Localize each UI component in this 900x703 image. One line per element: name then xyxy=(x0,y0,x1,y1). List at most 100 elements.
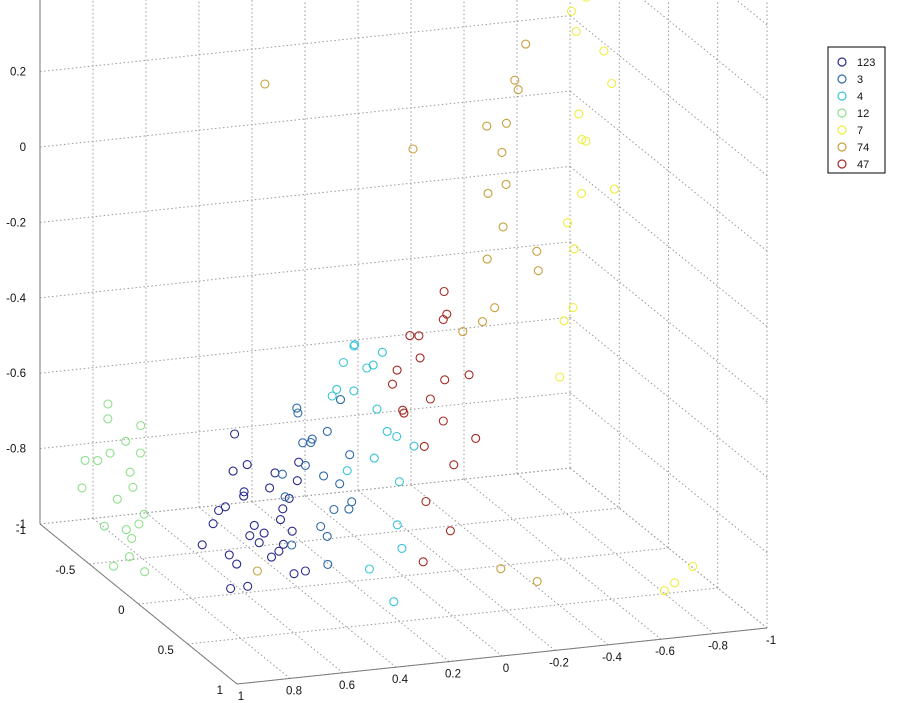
data-point-7 xyxy=(569,244,579,254)
data-point-4 xyxy=(397,543,407,553)
data-point-4 xyxy=(389,597,399,607)
data-point-123 xyxy=(232,559,242,569)
floor-gridline-x xyxy=(516,473,715,634)
data-point-123 xyxy=(274,546,284,556)
legend-marker-12 xyxy=(837,108,847,118)
data-point-12 xyxy=(103,414,113,424)
z-tick-label: 0 xyxy=(20,142,26,154)
data-point-123 xyxy=(259,528,269,538)
legend-marker-47 xyxy=(837,159,847,169)
data-point-123 xyxy=(228,466,238,476)
data-point-12 xyxy=(125,467,135,477)
data-point-7 xyxy=(577,134,587,145)
data-point-123 xyxy=(278,539,288,549)
data-point-4 xyxy=(377,347,387,357)
data-point-47 xyxy=(425,394,435,404)
x-tick-label: 0 xyxy=(503,663,509,675)
data-point-123 xyxy=(224,550,234,560)
data-point-123 xyxy=(239,491,249,501)
data-point-74 xyxy=(252,566,262,576)
data-point-3 xyxy=(319,471,329,481)
data-point-47 xyxy=(440,375,450,385)
data-point-4 xyxy=(369,453,379,463)
data-point-74 xyxy=(510,75,520,85)
legend: 123 3 4 12 7 74 47 xyxy=(827,46,886,174)
floor-gridline-x xyxy=(198,506,397,668)
legend-marker-4 xyxy=(837,91,847,101)
data-point-12 xyxy=(93,456,103,466)
data-point-4 xyxy=(342,466,352,476)
floor-gridline-y xyxy=(187,587,718,645)
data-point-7 xyxy=(562,218,573,228)
data-point-12 xyxy=(99,521,109,531)
data-point-74 xyxy=(532,576,542,586)
data-point-7 xyxy=(607,78,617,89)
back-wall-gridline-z xyxy=(39,392,571,450)
data-point-3 xyxy=(335,395,346,405)
data-point-74 xyxy=(496,564,506,574)
data-point-47 xyxy=(439,286,449,297)
data-point-74 xyxy=(501,179,511,189)
data-point-7 xyxy=(582,0,590,2)
data-point-123 xyxy=(300,566,310,576)
data-point-7 xyxy=(599,46,609,56)
data-point-3 xyxy=(335,479,345,489)
data-point-47 xyxy=(418,557,428,567)
data-point-4 xyxy=(349,386,359,396)
data-point-12 xyxy=(128,482,138,492)
legend-label-3: 3 xyxy=(857,74,863,86)
y-tick-label: -0.5 xyxy=(55,565,75,577)
data-point-123 xyxy=(249,520,259,530)
data-point-47 xyxy=(415,353,425,363)
data-point-123 xyxy=(239,487,249,497)
data-point-3 xyxy=(280,492,290,502)
legend-label-47: 47 xyxy=(857,159,869,171)
floor-gridline-x xyxy=(304,495,503,657)
data-point-74 xyxy=(490,303,500,313)
z-tick-label: -0.8 xyxy=(6,444,26,456)
data-point-123 xyxy=(242,460,252,470)
legend-marker-3 xyxy=(837,74,847,84)
z-tick-label: -0.4 xyxy=(6,293,26,305)
data-point-123 xyxy=(275,515,286,525)
data-point-123 xyxy=(197,540,207,550)
back-wall-gridline-z xyxy=(39,165,571,223)
data-point-12 xyxy=(112,494,122,504)
data-point-123 xyxy=(266,552,277,562)
x-tick-label: 0.4 xyxy=(392,674,409,686)
data-point-12 xyxy=(134,519,144,529)
data-point-47 xyxy=(464,370,474,380)
data-point-123 xyxy=(278,504,288,514)
back-wall-gridline-z xyxy=(39,316,571,374)
data-point-7 xyxy=(576,188,587,198)
x-tick-label: 1 xyxy=(238,691,244,703)
tick-labels: 1 0.8 0.6 0.4 0.2 0 -0.2 -0.4 -0.6 -0.8 -1-1-0.500… xyxy=(6,0,776,703)
x-tick-label: -0.6 xyxy=(655,646,675,658)
data-point-12 xyxy=(140,567,150,577)
data-point-7 xyxy=(688,561,698,572)
data-point-123 xyxy=(265,483,275,493)
data-point-4 xyxy=(392,431,402,442)
legend-marker-74 xyxy=(837,142,847,152)
data-point-7 xyxy=(571,26,581,37)
data-point-3 xyxy=(293,408,303,418)
legend-label-4: 4 xyxy=(857,91,863,103)
data-point-12 xyxy=(139,509,149,519)
data-point-123 xyxy=(254,538,264,548)
y-tick-label: -1 xyxy=(16,525,26,537)
data-point-4 xyxy=(409,441,419,451)
data-point-123 xyxy=(208,519,218,529)
floor-gridline-x xyxy=(145,512,344,674)
data-point-7 xyxy=(609,184,619,194)
legend-label-74: 74 xyxy=(857,142,869,154)
data-point-4 xyxy=(372,404,382,414)
data-point-123 xyxy=(289,569,299,579)
x-axis-line xyxy=(236,627,768,685)
data-point-123 xyxy=(214,505,224,516)
data-point-7 xyxy=(555,372,565,382)
legend-marker-7 xyxy=(837,125,847,135)
data-point-12 xyxy=(103,399,113,409)
data-point-47 xyxy=(405,331,415,341)
floor-gridline-y xyxy=(138,547,669,605)
